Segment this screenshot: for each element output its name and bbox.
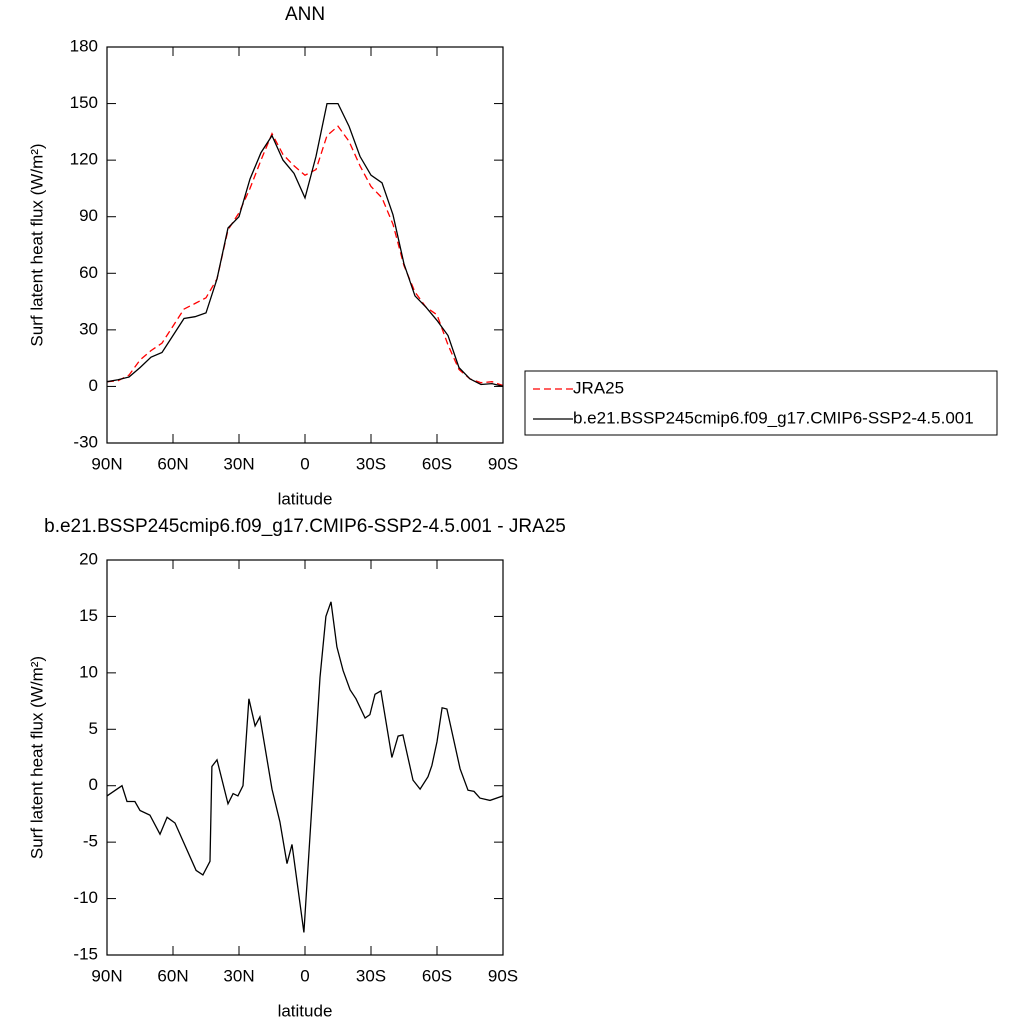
legend-frame <box>524 370 998 436</box>
data-line <box>106 601 504 933</box>
x-tick-label: 0 <box>300 454 309 473</box>
y-tick-label: -5 <box>83 832 98 851</box>
chart-title: ANN <box>285 4 325 25</box>
plot-frame <box>106 559 504 956</box>
y-tick-label: 90 <box>79 206 98 225</box>
y-tick-label: -30 <box>73 432 98 451</box>
x-tick-label: 30S <box>356 454 386 473</box>
y-tick-label: 15 <box>79 606 98 625</box>
y-tick-label: -10 <box>73 888 98 907</box>
legend-label: JRA25 <box>573 378 624 397</box>
data-line <box>106 125 504 387</box>
x-tick-label: 90N <box>91 966 122 985</box>
data-line <box>106 102 504 388</box>
y-tick-label: 60 <box>79 263 98 282</box>
x-tick-label: 60S <box>422 966 452 985</box>
x-tick-label: 90N <box>91 454 122 473</box>
y-tick-label: 5 <box>89 719 98 738</box>
x-axis-title: latitude <box>278 1001 333 1020</box>
x-tick-label: 60N <box>157 454 188 473</box>
y-tick-label: 150 <box>70 93 98 112</box>
y-tick-label: 30 <box>79 319 98 338</box>
y-axis-title: Surf latent heat flux (W/m²) <box>27 656 46 859</box>
legend-label: b.e21.BSSP245cmip6.f09_g17.CMIP6-SSP2-4.… <box>573 408 974 427</box>
plot-frame <box>106 46 504 444</box>
legend: JRA25 b.e21.BSSP245cmip6.f09_g17.CMIP6-SS… <box>524 370 998 436</box>
y-tick-label: 180 <box>70 36 98 55</box>
y-tick-label: -15 <box>73 944 98 963</box>
x-tick-label: 30S <box>356 966 386 985</box>
x-tick-label: 60S <box>422 454 452 473</box>
y-tick-label: 20 <box>79 549 98 568</box>
x-axis-title: latitude <box>278 489 333 508</box>
y-axis-title: Surf latent heat flux (W/m²) <box>27 143 46 346</box>
y-tick-label: 120 <box>70 150 98 169</box>
y-tick-label: 0 <box>89 376 98 395</box>
y-tick-label: 10 <box>79 662 98 681</box>
x-tick-label: 30N <box>223 454 254 473</box>
y-tick-label: 0 <box>89 775 98 794</box>
x-tick-label: 30N <box>223 966 254 985</box>
x-tick-label: 60N <box>157 966 188 985</box>
x-tick-label: 90S <box>488 966 518 985</box>
x-tick-label: 90S <box>488 454 518 473</box>
x-tick-label: 0 <box>300 966 309 985</box>
chart-title: b.e21.BSSP245cmip6.f09_g17.CMIP6-SSP2-4.… <box>44 516 566 537</box>
